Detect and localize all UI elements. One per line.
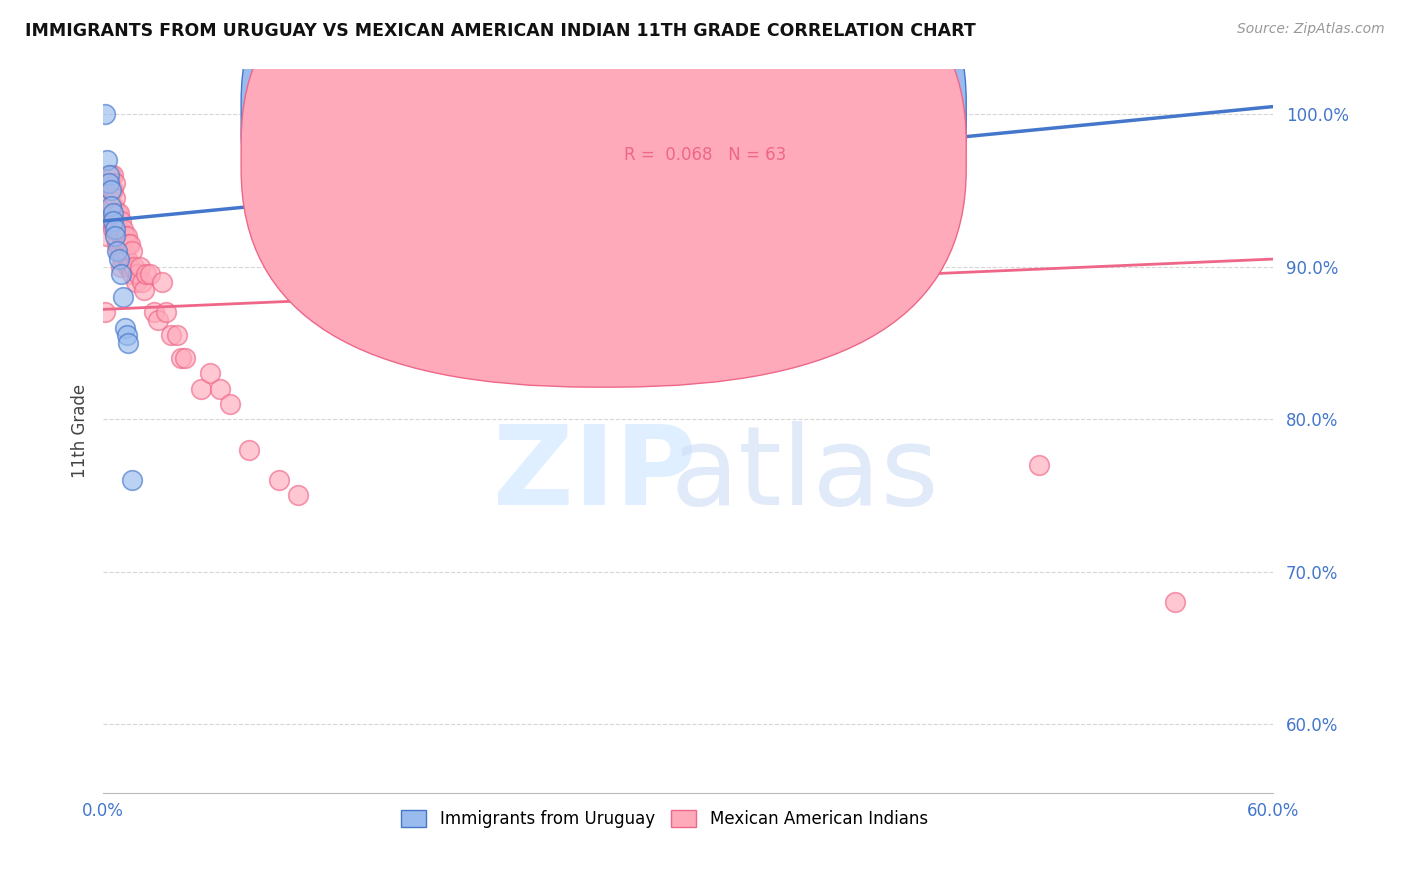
- Point: [94, 107, 117, 121]
- Point: [110, 268, 132, 282]
- Point: [107, 221, 129, 235]
- Point: [155, 305, 177, 319]
- Point: [190, 382, 212, 396]
- Point: [111, 221, 134, 235]
- Point: [121, 244, 143, 259]
- FancyBboxPatch shape: [576, 94, 863, 206]
- Point: [120, 260, 142, 274]
- Point: [267, 473, 290, 487]
- Y-axis label: 11th Grade: 11th Grade: [72, 384, 89, 477]
- Point: [98, 168, 121, 182]
- Text: R =  0.068   N = 63: R = 0.068 N = 63: [623, 146, 786, 164]
- Legend: Immigrants from Uruguay, Mexican American Indians: Immigrants from Uruguay, Mexican America…: [395, 804, 935, 835]
- Point: [121, 473, 143, 487]
- Point: [104, 214, 127, 228]
- Point: [117, 335, 139, 350]
- Point: [209, 382, 232, 396]
- Point: [104, 229, 127, 244]
- Text: R =  0.291   N = 18: R = 0.291 N = 18: [623, 106, 786, 125]
- Point: [129, 260, 152, 274]
- Point: [101, 221, 124, 235]
- Point: [146, 313, 169, 327]
- Point: [98, 176, 121, 190]
- Point: [1164, 595, 1187, 609]
- Point: [110, 214, 132, 228]
- Point: [120, 236, 142, 251]
- Text: atlas: atlas: [671, 420, 939, 527]
- Point: [117, 236, 139, 251]
- Point: [110, 260, 132, 274]
- Point: [96, 214, 118, 228]
- Point: [105, 221, 128, 235]
- Point: [110, 229, 132, 244]
- Point: [96, 229, 118, 244]
- Point: [101, 206, 124, 220]
- Point: [100, 184, 122, 198]
- Point: [127, 268, 149, 282]
- Text: Source: ZipAtlas.com: Source: ZipAtlas.com: [1237, 22, 1385, 37]
- Point: [98, 176, 121, 190]
- Point: [100, 184, 122, 198]
- Point: [115, 328, 138, 343]
- Point: [104, 191, 127, 205]
- Point: [100, 214, 122, 228]
- Point: [139, 268, 162, 282]
- Text: IMMIGRANTS FROM URUGUAY VS MEXICAN AMERICAN INDIAN 11TH GRADE CORRELATION CHART: IMMIGRANTS FROM URUGUAY VS MEXICAN AMERI…: [25, 22, 976, 40]
- Point: [115, 252, 138, 266]
- Point: [105, 244, 128, 259]
- Point: [218, 397, 240, 411]
- Point: [166, 328, 188, 343]
- Point: [125, 275, 148, 289]
- Point: [100, 199, 122, 213]
- Point: [107, 244, 129, 259]
- Point: [111, 290, 134, 304]
- Point: [132, 283, 155, 297]
- Point: [114, 320, 136, 334]
- Point: [96, 153, 118, 167]
- Point: [114, 229, 136, 244]
- Point: [115, 229, 138, 244]
- Point: [174, 351, 197, 366]
- Point: [160, 328, 183, 343]
- Point: [287, 488, 309, 502]
- Point: [238, 442, 260, 457]
- Point: [107, 206, 129, 220]
- FancyBboxPatch shape: [242, 0, 966, 387]
- Point: [1028, 458, 1050, 472]
- Point: [101, 168, 124, 182]
- Point: [142, 305, 165, 319]
- Point: [101, 184, 124, 198]
- Point: [131, 275, 153, 289]
- Point: [104, 221, 127, 235]
- Point: [111, 252, 134, 266]
- Point: [111, 236, 134, 251]
- Point: [124, 260, 146, 274]
- Point: [107, 252, 129, 266]
- Point: [150, 275, 173, 289]
- FancyBboxPatch shape: [242, 0, 966, 347]
- Point: [200, 367, 222, 381]
- Point: [105, 206, 128, 220]
- Point: [101, 199, 124, 213]
- Point: [170, 351, 193, 366]
- Point: [101, 214, 124, 228]
- Point: [104, 176, 127, 190]
- Point: [98, 191, 121, 205]
- Point: [94, 305, 117, 319]
- Point: [117, 260, 139, 274]
- Text: ZIP: ZIP: [492, 420, 696, 527]
- Point: [110, 244, 132, 259]
- Point: [121, 268, 143, 282]
- Point: [135, 268, 157, 282]
- Point: [114, 244, 136, 259]
- Point: [100, 168, 122, 182]
- Point: [105, 236, 128, 251]
